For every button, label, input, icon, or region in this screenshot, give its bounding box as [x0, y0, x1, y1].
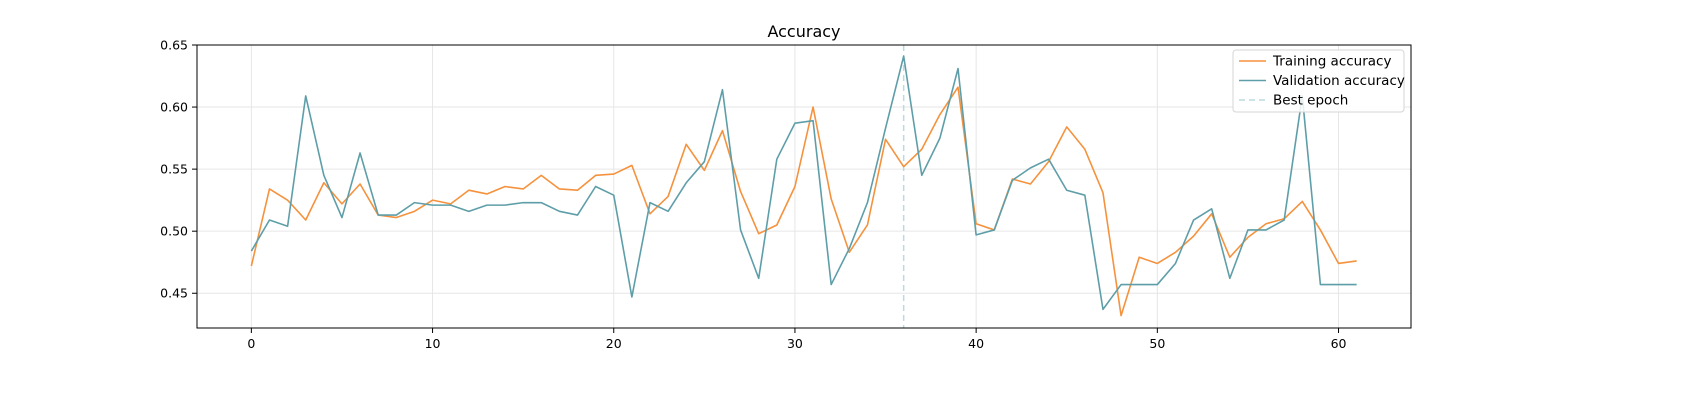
y-tick-label: 0.55: [160, 162, 188, 177]
y-axis-ticks: 0.45 0.50 0.55 0.60 0.65: [160, 38, 197, 301]
training-accuracy-line: [250, 86, 1357, 317]
x-tick-label: 40: [968, 336, 984, 351]
x-tick-label: 20: [606, 336, 622, 351]
series-lines: [250, 55, 1357, 317]
y-tick-label: 0.60: [160, 100, 188, 115]
legend-label: Best epoch: [1273, 93, 1348, 109]
legend: Training accuracy Validation accuracy Best…: [1232, 49, 1405, 113]
legend-box: [1232, 49, 1405, 113]
validation-accuracy-line: [250, 55, 1357, 311]
plot-frame: [196, 44, 1412, 329]
y-tick-label: 0.45: [160, 286, 188, 301]
y-tick-label: 0.50: [160, 224, 188, 239]
x-tick-label: 50: [1149, 336, 1165, 351]
x-tick-label: 30: [787, 336, 803, 351]
legend-item-validation: Validation accuracy: [1239, 73, 1405, 89]
chart-title: Accuracy: [767, 22, 840, 41]
legend-item-training: Training accuracy: [1239, 54, 1391, 70]
grid: [197, 44, 1411, 328]
x-tick-label: 10: [425, 336, 441, 351]
x-tick-label: 60: [1331, 336, 1347, 351]
legend-label: Validation accuracy: [1273, 73, 1405, 89]
x-axis-ticks: 0 10 20 30 40 50 60: [247, 328, 1347, 351]
legend-item-best-epoch: Best epoch: [1239, 93, 1348, 109]
y-tick-label: 0.65: [160, 38, 188, 53]
x-tick-label: 0: [247, 336, 255, 351]
legend-label: Training accuracy: [1272, 54, 1391, 70]
